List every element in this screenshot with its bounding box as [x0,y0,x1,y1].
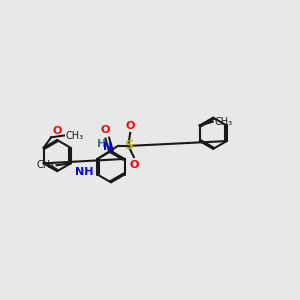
Text: N: N [103,142,112,152]
Text: O: O [53,125,62,136]
Text: CH₃: CH₃ [214,117,232,127]
Text: O: O [125,121,135,131]
Text: O: O [101,125,110,135]
Text: CH₃: CH₃ [65,130,83,140]
Text: NH: NH [75,167,93,178]
Text: S: S [124,140,133,152]
Text: CH₃: CH₃ [37,160,55,170]
Text: O: O [129,160,139,170]
Text: H: H [98,140,107,149]
